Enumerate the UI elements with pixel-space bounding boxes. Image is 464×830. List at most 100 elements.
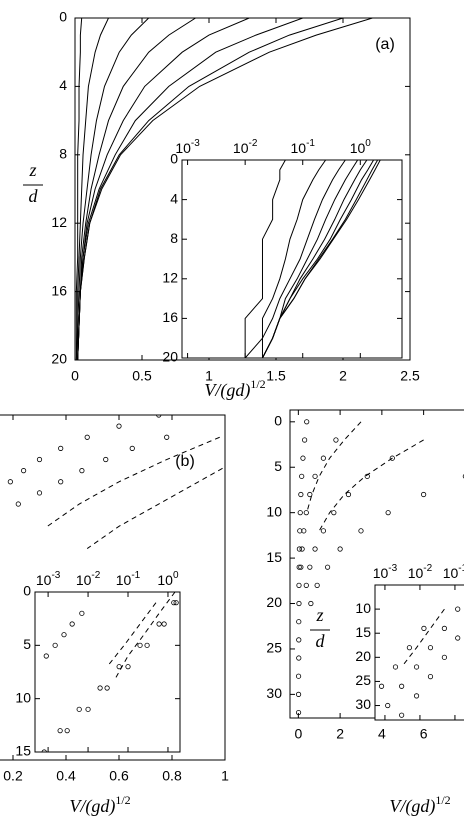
y-tick-label: 12 — [51, 214, 67, 230]
data-point — [413, 664, 420, 670]
data-point — [144, 642, 150, 648]
profile-line — [75, 18, 83, 360]
x-tick-label: 10-2 — [408, 563, 433, 581]
data-point — [364, 473, 370, 479]
tick-base: 10 — [36, 572, 52, 588]
data-point — [378, 683, 385, 689]
data-point — [389, 455, 395, 461]
y-tick-label: 8 — [170, 230, 178, 246]
x-label-main: V/(gd) — [69, 796, 115, 817]
x-tick-label: 0 — [71, 368, 79, 384]
y-tick-label: 20 — [162, 349, 178, 365]
tick-base: 10 — [233, 140, 249, 156]
x-tick-label: 10-1 — [290, 138, 315, 156]
y-axis-label: d — [316, 631, 326, 651]
profile-line — [47, 436, 220, 527]
data-point — [156, 621, 162, 627]
series-group — [7, 415, 225, 549]
series-group — [295, 419, 464, 716]
x-label-main: V/(gd) — [204, 380, 250, 401]
x-tick-label: 10-1 — [116, 570, 141, 588]
data-point — [312, 473, 318, 479]
data-point — [345, 491, 352, 498]
x-label-sup: 1/2 — [435, 793, 450, 807]
data-point — [358, 528, 364, 534]
data-point — [385, 510, 391, 516]
x-tick-label: 0 — [294, 726, 302, 742]
data-point — [76, 706, 82, 712]
tick-exponent: -1 — [458, 563, 464, 574]
data-point — [421, 491, 427, 498]
data-point — [302, 437, 308, 443]
x-tick-label: 10-3 — [373, 563, 398, 581]
x-tick-label: 0.6 — [109, 768, 129, 784]
data-point — [312, 546, 318, 552]
data-point — [161, 621, 167, 627]
tick-exponent: -3 — [51, 570, 60, 581]
x-axis-label: V/(gd)1/2 — [204, 377, 265, 401]
inset-frame — [34, 591, 181, 753]
y-tick-label: 10 — [266, 503, 282, 519]
data-point — [36, 456, 43, 463]
data-point — [462, 474, 464, 479]
y-tick-label: 8 — [59, 146, 67, 162]
data-point — [324, 564, 331, 570]
data-point — [79, 468, 85, 474]
data-point — [41, 749, 47, 752]
profile-line — [306, 421, 362, 513]
x-label-main: V/(gd) — [389, 796, 435, 817]
profile-line — [401, 608, 445, 668]
data-point — [441, 654, 448, 660]
data-point — [413, 693, 420, 699]
axes-frame — [0, 414, 226, 761]
y-tick-label: 15 — [266, 549, 282, 565]
data-point — [421, 625, 427, 631]
inset-frame — [374, 584, 464, 721]
series-group — [378, 606, 461, 718]
data-point — [69, 621, 75, 627]
data-point — [303, 510, 309, 516]
data-point — [303, 582, 309, 588]
profile-line — [106, 602, 157, 667]
y-axis-label: d — [29, 186, 39, 206]
tick-exponent: -3 — [388, 563, 397, 574]
data-point — [296, 637, 302, 643]
x-tick-label: 6 — [420, 726, 428, 742]
data-point — [427, 645, 434, 651]
data-point — [36, 490, 43, 496]
data-point — [295, 691, 302, 697]
x-tick-label: 0.2 — [3, 768, 23, 784]
y-tick-label: 15 — [15, 743, 31, 759]
tick-exponent: -3 — [191, 138, 200, 149]
tick-exponent: -2 — [423, 563, 432, 574]
data-point — [295, 709, 302, 716]
data-point — [406, 645, 413, 651]
y-tick-label: 12 — [162, 270, 178, 286]
data-point — [97, 685, 103, 691]
data-point — [61, 632, 67, 638]
panel-label: (b) — [175, 453, 195, 470]
tick-base: 10 — [443, 565, 459, 581]
y-tick-label: 5 — [23, 636, 31, 652]
x-tick-label: 2.5 — [400, 368, 420, 384]
series-group — [244, 160, 381, 358]
tick-base: 10 — [350, 140, 366, 156]
y-tick-label: 25 — [266, 640, 282, 656]
x-label-sup: 1/2 — [250, 377, 265, 391]
data-point — [300, 455, 306, 461]
tick-base: 10 — [175, 140, 191, 156]
tick-exponent: 0 — [365, 138, 371, 149]
y-tick-label: 30 — [355, 696, 371, 712]
tick-base: 10 — [76, 572, 92, 588]
y-tick-label: 30 — [266, 685, 282, 701]
data-point — [116, 423, 122, 429]
y-tick-label: 16 — [162, 309, 178, 325]
data-point — [104, 685, 110, 691]
data-point — [296, 619, 302, 625]
data-point — [427, 674, 434, 680]
x-tick-label: 0.4 — [56, 768, 76, 784]
x-axis-label: V/(gd)1/2 — [389, 793, 450, 817]
data-point — [314, 582, 320, 588]
data-point — [385, 702, 391, 709]
data-point — [43, 653, 49, 659]
